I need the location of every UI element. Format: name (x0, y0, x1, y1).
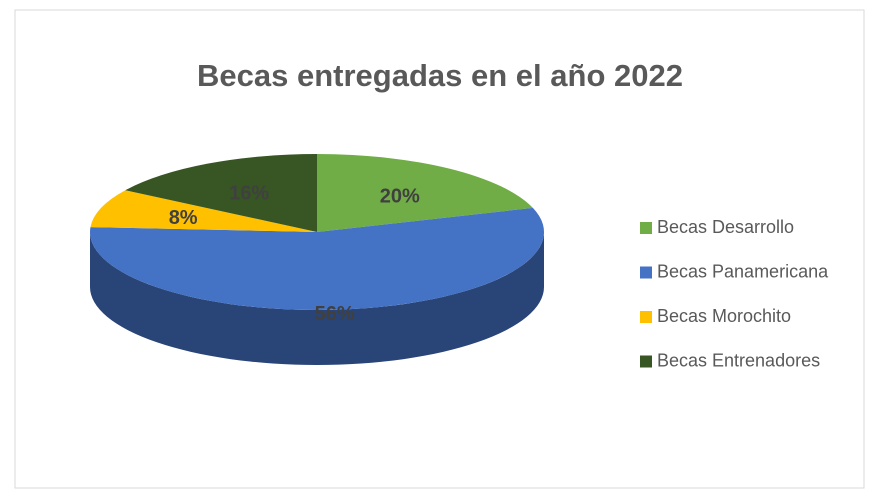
legend-label: Becas Panamericana (657, 261, 829, 281)
legend-swatch (640, 222, 652, 234)
data-label: 16% (229, 183, 269, 205)
data-label: 20% (380, 186, 420, 208)
pie-slice (125, 154, 318, 232)
legend-swatch (640, 266, 652, 279)
legend-label: Becas Morochito (657, 306, 791, 326)
chart-title: Becas entregadas en el año 2022 (197, 58, 683, 93)
pie-slice (317, 154, 533, 232)
legend-label: Becas Desarrollo (657, 217, 794, 237)
pie-slice (89, 207, 544, 310)
legend-label: Becas Entrenadores (657, 350, 820, 370)
legend-swatch (640, 355, 652, 368)
legend-swatch (640, 311, 652, 323)
pie-side (90, 232, 544, 365)
pie-slice (90, 190, 317, 232)
data-label: 56% (315, 303, 355, 325)
data-label: 8% (169, 207, 198, 229)
